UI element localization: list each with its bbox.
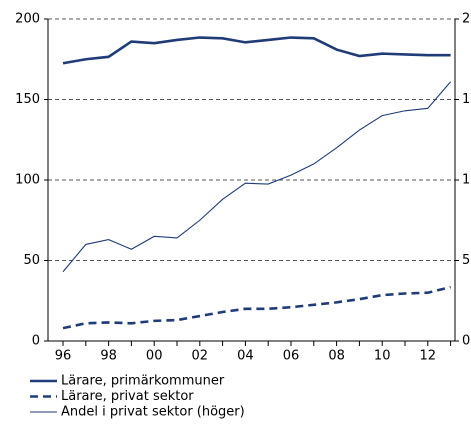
x-tick-label: 96 — [55, 349, 72, 364]
y2-tick-label: 15 — [462, 92, 471, 107]
legend-label: Lärare, privat sektor — [61, 389, 194, 404]
x-tick-label: 02 — [192, 349, 209, 364]
y-tick-label: 150 — [15, 92, 40, 107]
y-tick-label: 100 — [15, 173, 40, 188]
series-line — [62, 285, 451, 330]
y2-tick-label: 0 — [462, 334, 470, 349]
series-line — [62, 81, 452, 273]
x-tick-label: 04 — [237, 349, 254, 364]
y2-tick-label: 5 — [462, 253, 470, 268]
x-tick-label: 06 — [283, 349, 300, 364]
legend-label: Lärare, primärkommuner — [61, 374, 225, 389]
y-tick-label: 200 — [15, 12, 40, 27]
series-line — [62, 36, 451, 65]
y-tick-label: 50 — [23, 253, 40, 268]
x-tick-label: 00 — [146, 349, 163, 364]
x-tick-label: 98 — [100, 349, 117, 364]
y2-tick-label: 20 — [462, 12, 471, 27]
y2-tick-label: 10 — [462, 173, 471, 188]
x-tick-label: 08 — [328, 349, 345, 364]
x-tick-label: 12 — [420, 349, 437, 364]
legend-label: Andel i privat sektor (höger) — [61, 405, 245, 420]
y-tick-label: 0 — [32, 334, 40, 349]
x-tick-label: 10 — [374, 349, 391, 364]
